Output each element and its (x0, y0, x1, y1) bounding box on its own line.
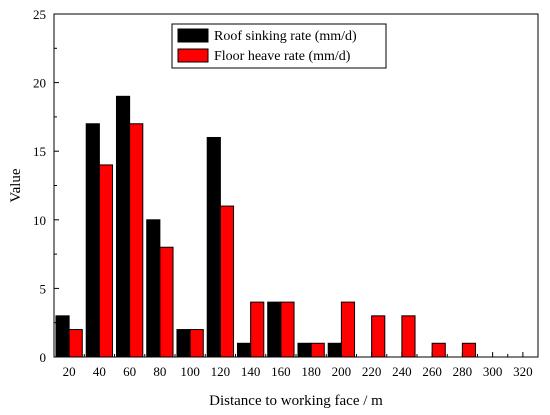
x-tick-label-140: 140 (241, 364, 261, 379)
legend: Roof sinking rate (mm/d) Floor heave rat… (171, 23, 387, 69)
bar-roof-180 (297, 342, 312, 358)
x-tick-label-260: 260 (422, 364, 442, 379)
bar-roof-140 (236, 342, 252, 358)
bar-floor-160 (280, 301, 295, 358)
bar-floor-140 (250, 301, 265, 358)
bar-floor-280 (461, 342, 477, 358)
plot-frame (53, 13, 539, 358)
x-tick-label-60: 60 (123, 364, 136, 379)
x-tick-label-200: 200 (332, 364, 352, 379)
bar-roof-200 (327, 342, 342, 358)
bar-floor-20 (68, 329, 83, 358)
x-tick-label-320: 320 (513, 364, 533, 379)
y-tick-label-0: 0 (40, 350, 47, 365)
y-tick-label-25: 25 (33, 7, 46, 22)
legend-label-roof: Roof sinking rate (mm/d) (214, 29, 357, 44)
bar-floor-60 (129, 123, 144, 358)
x-tick-label-220: 220 (362, 364, 382, 379)
x-tick-label-100: 100 (180, 364, 200, 379)
bar-floor-40 (98, 164, 114, 358)
y-tick-label-10: 10 (33, 213, 46, 228)
y-axis-title: Value (8, 168, 24, 202)
bar-roof-60 (115, 95, 131, 358)
x-tick-label-240: 240 (392, 364, 412, 379)
bar-floor-100 (189, 329, 204, 358)
bar-floor-80 (159, 246, 174, 358)
ticks: 20 40 60 80 100 120 140 160 180 200 220 240 260 280 30… (33, 7, 533, 379)
bar-roof-40 (85, 123, 100, 358)
x-tick-label-300: 300 (483, 364, 503, 379)
bar-floor-240 (401, 315, 416, 358)
legend-swatch-roof (177, 28, 209, 43)
x-tick-label-80: 80 (153, 364, 166, 379)
bar-floor-220 (371, 315, 386, 358)
x-tick-label-40: 40 (93, 364, 106, 379)
x-tick-label-180: 180 (301, 364, 321, 379)
bar-floor-180 (310, 342, 325, 358)
y-tick-label-20: 20 (33, 76, 46, 91)
bar-roof-120 (206, 136, 221, 358)
x-tick-label-160: 160 (271, 364, 291, 379)
bar-roof-20 (55, 315, 70, 358)
legend-swatch-floor (177, 48, 209, 63)
y-tick-label-5: 5 (40, 281, 47, 296)
bar-roof-160 (267, 301, 282, 358)
bar-floor-260 (431, 342, 446, 358)
x-axis-title: Distance to working face / m (209, 393, 383, 409)
x-tick-label-20: 20 (63, 364, 76, 379)
bar-roof-80 (146, 219, 161, 358)
bars (55, 95, 477, 358)
bar-floor-120 (219, 205, 235, 358)
bar-floor-200 (340, 301, 356, 358)
y-tick-label-15: 15 (33, 144, 46, 159)
bar-roof-100 (176, 329, 191, 358)
x-tick-label-120: 120 (211, 364, 231, 379)
x-tick-label-280: 280 (453, 364, 473, 379)
legend-label-floor: Floor heave rate (mm/d) (214, 49, 351, 64)
